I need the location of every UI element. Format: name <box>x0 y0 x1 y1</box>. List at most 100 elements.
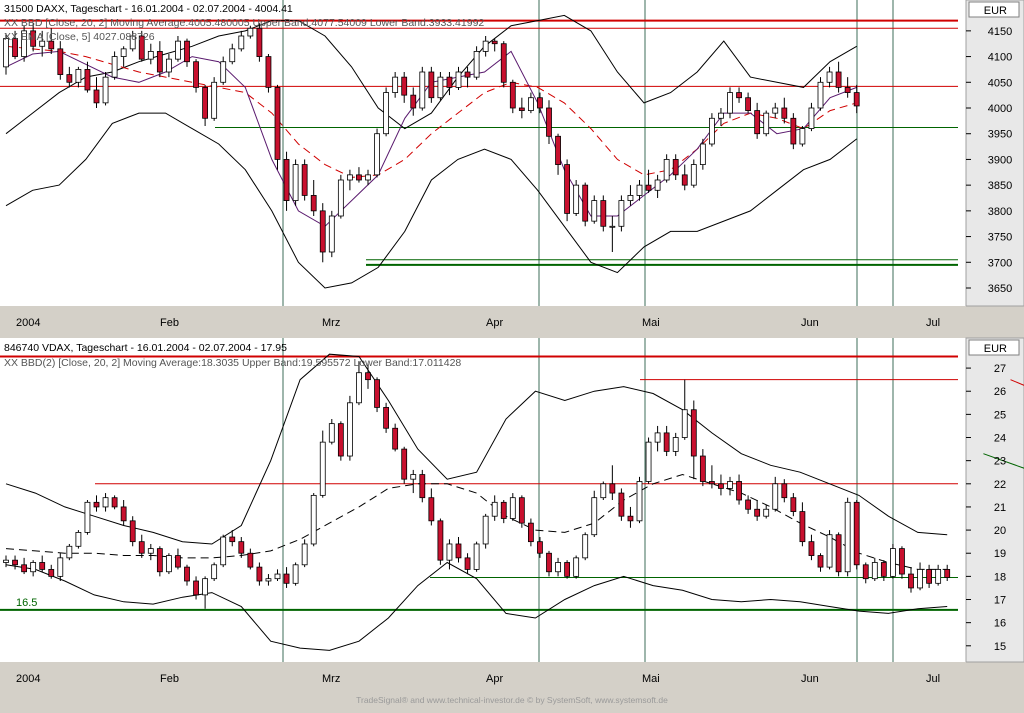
daxx-candle <box>175 36 181 62</box>
vdax-candle <box>111 495 118 510</box>
vdax-candle-body <box>319 441 326 496</box>
vdax-candle <box>926 564 932 588</box>
vdax-bollinger-upper-band <box>5 353 948 545</box>
daxx-currency-label: EUR <box>984 5 1007 17</box>
vdax-candle-body <box>356 372 362 404</box>
vdax-candle-body <box>537 541 543 554</box>
vdax-candle-body <box>509 497 516 519</box>
daxx-candle-body <box>346 174 353 181</box>
daxx-candle <box>745 92 751 114</box>
daxx-candle-body <box>645 184 652 191</box>
vdax-candle-body <box>455 543 462 559</box>
vdax-candle-body <box>627 515 634 522</box>
vdax-candle-body <box>410 474 417 480</box>
vdax-candle <box>790 493 797 517</box>
daxx-candle <box>129 30 136 52</box>
vdax-candle-body <box>564 562 570 577</box>
daxx-price-tick-label: 4100 <box>988 52 1012 64</box>
vdax-candle-body <box>374 379 380 408</box>
daxx-candle-body <box>39 40 46 47</box>
vdax-candle-body <box>129 520 136 543</box>
vdax-candle <box>410 469 417 494</box>
vdax-candle-body <box>120 506 127 522</box>
vdax-candle <box>93 495 100 512</box>
vdax-candle <box>392 423 399 452</box>
vdax-candle-body <box>328 423 335 443</box>
daxx-candle <box>410 87 417 116</box>
vdax-candle-body <box>853 501 860 566</box>
vdax-candle <box>935 564 942 586</box>
vdax-candle <box>446 539 453 570</box>
vdax-candle <box>30 560 37 577</box>
daxx-price-tick-label: 3900 <box>988 154 1012 166</box>
vdax-candle <box>709 465 715 489</box>
daxx-candle-body <box>410 94 417 109</box>
daxx-candle <box>365 169 371 186</box>
vdax-candle-body <box>482 515 489 545</box>
vdax-candle-body <box>346 402 353 457</box>
daxx-candle <box>102 72 109 106</box>
vdax-title: 846740 VDAX, Tageschart - 16.01.2004 - 0… <box>4 342 287 354</box>
daxx-candle <box>310 180 317 216</box>
vdax-candle-body <box>238 541 245 554</box>
daxx-candle <box>202 84 209 126</box>
daxx-candle-body <box>419 71 426 109</box>
daxx-title: 31500 DAXX, Tageschart - 16.01.2004 - 02… <box>4 3 293 15</box>
vdax-candle-body <box>654 432 661 443</box>
daxx-candle <box>754 102 761 139</box>
vdax-price-tick-label: 16 <box>994 618 1006 630</box>
vdax-candle <box>763 504 770 519</box>
daxx-candle-body <box>202 87 209 119</box>
daxx-candle-body <box>84 69 91 91</box>
vdax-candle-body <box>799 511 806 543</box>
vdax-candle <box>754 500 761 521</box>
daxx-candle <box>564 159 570 222</box>
vdax-candle <box>835 532 842 577</box>
daxx-candle-body <box>193 61 199 88</box>
daxx-time-tick-label: Feb <box>160 317 179 329</box>
vdax-candle-body <box>428 497 435 522</box>
daxx-candle-body <box>509 81 516 109</box>
daxx-candle-body <box>102 76 109 104</box>
vdax-candle <box>12 555 18 570</box>
daxx-candle-body <box>681 174 688 186</box>
vdax-candle <box>627 506 634 528</box>
daxx-candle <box>256 23 263 62</box>
daxx-ema-legend: XX EMA [Close, 5] 4027.088726 <box>4 31 155 43</box>
vdax-candle-body <box>609 483 616 494</box>
vdax-candle <box>699 449 706 487</box>
daxx-candle <box>528 92 534 114</box>
daxx-candle <box>518 97 525 119</box>
vdax-candle <box>184 564 190 586</box>
vdax-bollinger-lower-band <box>5 561 948 651</box>
daxx-candle-body <box>3 38 9 68</box>
daxx-candle-body <box>699 143 706 165</box>
vdax-candle <box>473 541 480 572</box>
daxx-candle-body <box>817 81 824 109</box>
vdax-candle <box>645 437 652 484</box>
daxx-candle <box>446 72 453 96</box>
daxx-candle-body <box>175 40 181 60</box>
daxx-candle <box>30 23 37 52</box>
vdax-bbd-legend: XX BBD(2) [Close, 20, 2] Moving Average:… <box>4 357 461 369</box>
daxx-candle <box>374 128 380 178</box>
vdax-time-tick-label: Jul <box>926 673 940 685</box>
daxx-candle <box>853 84 860 114</box>
vdax-panel-plot-area[interactable] <box>0 338 966 662</box>
vdax-bollinger-moving-average <box>5 473 948 570</box>
vdax-candle-body <box>147 548 154 554</box>
vdax-candle <box>772 476 779 512</box>
daxx-candle-body <box>564 164 570 214</box>
daxx-candle-body <box>401 76 408 96</box>
vdax-candle-body <box>880 562 887 577</box>
vdax-candle <box>3 555 9 568</box>
vdax-candle-body <box>21 564 28 573</box>
daxx-candle <box>120 46 127 67</box>
daxx-time-tick-label: Mrz <box>322 317 340 329</box>
vdax-candle-body <box>446 543 453 561</box>
daxx-candle-body <box>573 184 580 214</box>
daxx-candle <box>799 126 806 147</box>
daxx-candle-body <box>537 97 543 109</box>
vdax-candle <box>247 548 254 570</box>
